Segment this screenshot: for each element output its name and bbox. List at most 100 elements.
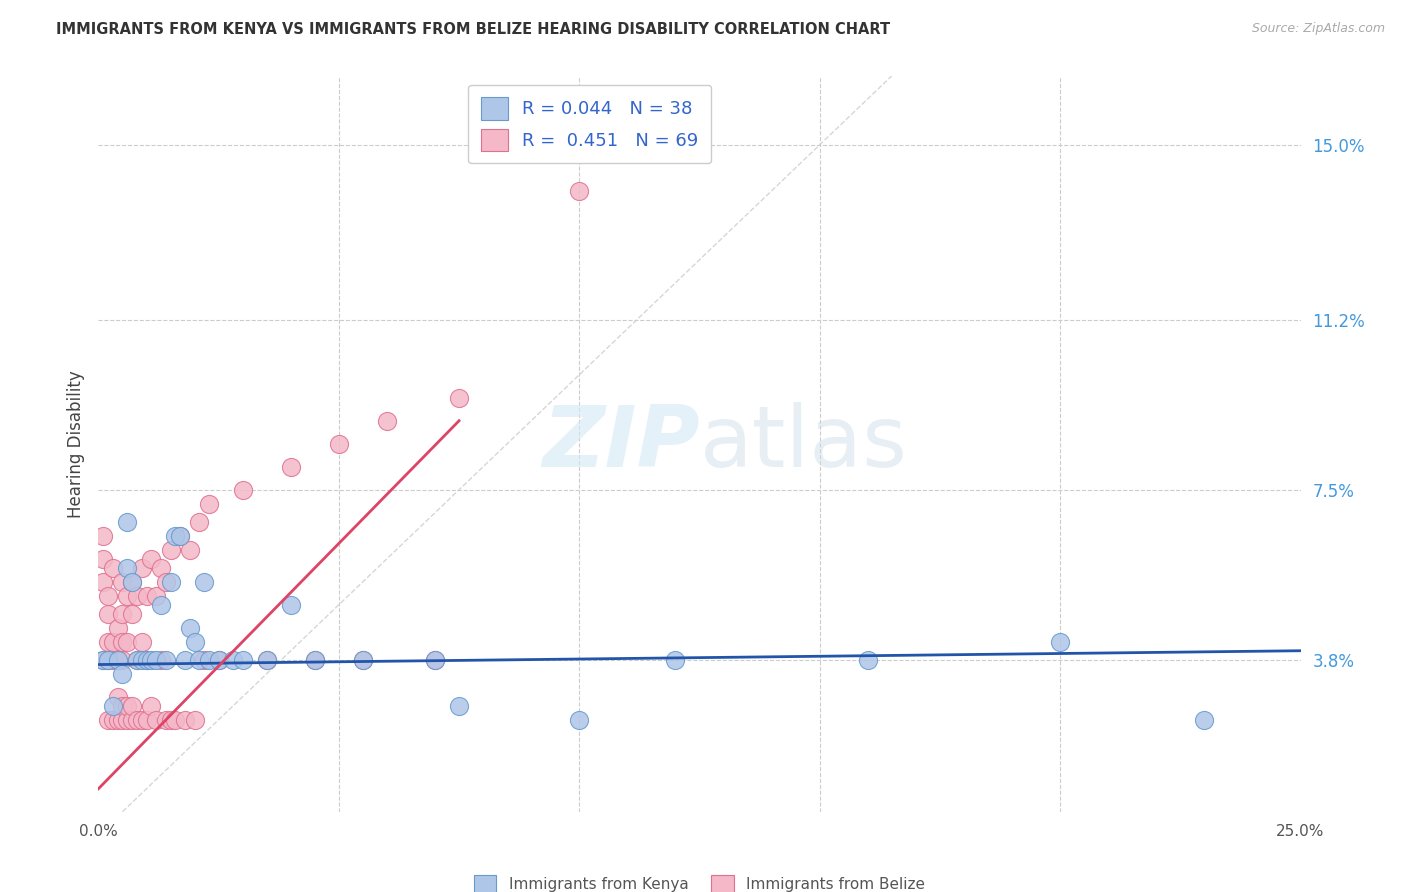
Point	[232, 483, 254, 497]
Point	[198, 653, 221, 667]
Point	[568, 713, 591, 727]
Point	[135, 713, 157, 727]
Point	[193, 574, 215, 589]
Point	[174, 653, 197, 667]
Point	[117, 713, 139, 727]
Point	[121, 713, 143, 727]
Point	[352, 653, 374, 667]
Point	[159, 574, 181, 589]
Y-axis label: Hearing Disability: Hearing Disability	[66, 370, 84, 517]
Point	[101, 634, 124, 648]
Point	[111, 713, 134, 727]
Point	[179, 542, 201, 557]
Point	[1049, 634, 1071, 648]
Point	[375, 414, 398, 428]
Point	[155, 574, 177, 589]
Point	[141, 551, 163, 566]
Point	[165, 713, 187, 727]
Point	[183, 713, 205, 727]
Point	[145, 653, 167, 667]
Point	[135, 653, 157, 667]
Point	[125, 713, 148, 727]
Point	[91, 551, 114, 566]
Point	[91, 574, 114, 589]
Point	[169, 529, 191, 543]
Point	[149, 598, 172, 612]
Point	[193, 653, 215, 667]
Point	[91, 653, 114, 667]
Point	[121, 574, 143, 589]
Point	[131, 653, 153, 667]
Point	[125, 653, 148, 667]
Point	[107, 713, 129, 727]
Point	[117, 698, 139, 713]
Point	[304, 653, 326, 667]
Point	[352, 653, 374, 667]
Point	[155, 713, 177, 727]
Point	[165, 529, 187, 543]
Point	[121, 607, 143, 621]
Point	[107, 690, 129, 704]
Point	[149, 653, 172, 667]
Point	[101, 698, 124, 713]
Point	[664, 653, 686, 667]
Point	[91, 529, 114, 543]
Point	[111, 653, 134, 667]
Point	[232, 653, 254, 667]
Point	[107, 653, 129, 667]
Point	[97, 634, 120, 648]
Point	[97, 607, 120, 621]
Point	[280, 459, 302, 474]
Point	[304, 653, 326, 667]
Point	[117, 589, 139, 603]
Point	[155, 653, 177, 667]
Point	[101, 653, 124, 667]
Point	[121, 698, 143, 713]
Point	[188, 515, 211, 529]
Point	[280, 598, 302, 612]
Point	[169, 529, 191, 543]
Point	[149, 561, 172, 575]
Point	[328, 436, 350, 450]
Point	[117, 634, 139, 648]
Point	[568, 184, 591, 198]
Point	[856, 653, 879, 667]
Point	[256, 653, 278, 667]
Point	[1194, 713, 1216, 727]
Text: IMMIGRANTS FROM KENYA VS IMMIGRANTS FROM BELIZE HEARING DISABILITY CORRELATION C: IMMIGRANTS FROM KENYA VS IMMIGRANTS FROM…	[56, 22, 890, 37]
Point	[91, 653, 114, 667]
Point	[135, 653, 157, 667]
Point	[131, 634, 153, 648]
Point	[174, 713, 197, 727]
Point	[183, 634, 205, 648]
Point	[423, 653, 446, 667]
Point	[159, 542, 181, 557]
Point	[101, 561, 124, 575]
Point	[97, 653, 120, 667]
Point	[256, 653, 278, 667]
Point	[447, 698, 470, 713]
Point	[97, 653, 120, 667]
Point	[107, 653, 129, 667]
Point	[117, 515, 139, 529]
Point	[125, 589, 148, 603]
Point	[145, 589, 167, 603]
Point	[117, 561, 139, 575]
Point	[111, 698, 134, 713]
Point	[131, 561, 153, 575]
Point	[135, 589, 157, 603]
Point	[423, 653, 446, 667]
Point	[208, 653, 231, 667]
Point	[97, 713, 120, 727]
Point	[188, 653, 211, 667]
Legend: Immigrants from Kenya, Immigrants from Belize: Immigrants from Kenya, Immigrants from B…	[465, 867, 934, 892]
Point	[121, 574, 143, 589]
Text: atlas: atlas	[700, 402, 907, 485]
Point	[159, 713, 181, 727]
Point	[111, 666, 134, 681]
Point	[131, 713, 153, 727]
Text: ZIP: ZIP	[541, 402, 700, 485]
Point	[208, 653, 231, 667]
Point	[141, 698, 163, 713]
Point	[222, 653, 245, 667]
